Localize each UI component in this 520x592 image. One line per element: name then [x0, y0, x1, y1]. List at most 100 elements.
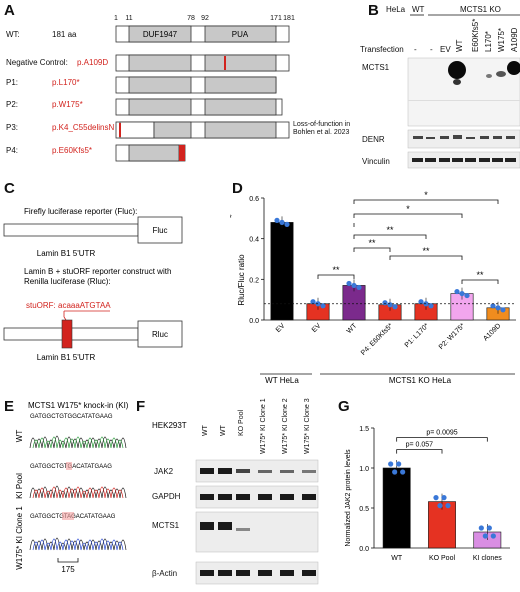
- g-point: [445, 503, 451, 509]
- g-ytick-label: 1.5: [359, 426, 369, 433]
- d-ytick-label: 0.4: [249, 237, 259, 244]
- lane-b-5: E60Kfs5*: [471, 19, 480, 52]
- d-point: [382, 300, 388, 306]
- d-significance-label: **: [368, 238, 376, 248]
- d-point: [279, 219, 285, 225]
- duf1947-domain: [128, 25, 192, 43]
- panel-label-e: E: [4, 398, 15, 415]
- g-point: [396, 461, 402, 467]
- panel-label-a: A: [4, 2, 15, 19]
- actin-blot: [195, 561, 319, 585]
- d-point: [310, 299, 316, 305]
- d-point: [500, 307, 506, 313]
- rluc-title-2: Renilla luciferase (Rluc):: [24, 277, 111, 286]
- g-bar: [382, 467, 411, 549]
- g-pvalue-label: p= 0.057: [406, 442, 434, 449]
- g-point: [400, 469, 406, 475]
- d-category-label: P4: E60Kfs5*: [360, 322, 395, 357]
- panel-label-b: B: [368, 2, 379, 19]
- stuorf-label: stuORF: acaaaATGTAA: [26, 301, 111, 310]
- g-category-label: KI clones: [473, 555, 502, 562]
- rluc-label: Rluc: [152, 330, 168, 339]
- g-category-label: WT: [391, 555, 403, 562]
- g-point: [486, 525, 492, 531]
- d-point: [459, 290, 465, 297]
- d-group-ko: MCTS1 KO HeLa: [389, 376, 452, 385]
- lane-b-1: -: [414, 45, 417, 54]
- lane-f-2: WT: [220, 424, 227, 436]
- p3-deletion-marker: [119, 123, 121, 137]
- lane-f-3: KO Pool: [238, 409, 245, 436]
- d-group-wt: WT HeLa: [265, 376, 299, 385]
- panel-label-c: C: [4, 180, 15, 197]
- p3-note: Loss-of-function in Bohlen et al. 2023: [293, 121, 373, 137]
- row-label-p4: P4:: [6, 146, 18, 155]
- row-value-nc: p.A109D: [77, 58, 108, 67]
- d-category-label: P2: W175*: [438, 322, 467, 351]
- p3-note-line1: Loss-of-function in: [293, 121, 351, 128]
- p4-frameshift-marker: [179, 145, 185, 161]
- g-point: [388, 461, 394, 467]
- e-row-label-wt: WT: [15, 430, 24, 443]
- hela-label: HeLa: [386, 5, 406, 14]
- d-bar: [270, 222, 294, 321]
- fluc-label: Fluc: [152, 226, 167, 235]
- g-ytick-label: 0.5: [359, 506, 369, 513]
- d-ytick-label: 0.0: [249, 318, 259, 325]
- d-significance-label: *: [406, 204, 410, 214]
- d-point: [346, 280, 352, 287]
- tick-1: 1: [114, 15, 118, 22]
- jak2-blot: [195, 459, 319, 483]
- d-point: [490, 303, 496, 309]
- blot-label-jak2: JAK2: [154, 467, 174, 476]
- e-title: MCTS1 W175* knock-in (KI): [28, 401, 129, 410]
- g-point: [392, 469, 398, 475]
- mcts1-blot-f: [195, 511, 319, 553]
- d-significance-bracket: [389, 255, 463, 260]
- d-significance-label: **: [332, 265, 340, 275]
- d-point: [274, 217, 280, 223]
- d-point: [351, 282, 357, 289]
- d-point: [454, 288, 460, 295]
- pua-domain: [204, 25, 277, 43]
- lane-b-8: A109D: [510, 27, 519, 52]
- reporter-schematic: Firefly luciferase reporter (Fluc): Fluc…: [3, 207, 183, 362]
- jak2-chart: Normalized JAK2 protein levels 0.0 0.5 1.0…: [345, 426, 510, 562]
- g-point: [433, 495, 439, 501]
- g-point: [478, 525, 484, 531]
- g-pvalue-label: p= 0.0095: [426, 430, 457, 437]
- d-point: [387, 302, 393, 308]
- e-seq-wt: GATGGCTGTGGCATATGAAG: [30, 414, 113, 420]
- rluc-title-1: Lamin B + stuORF reporter construct with: [24, 267, 171, 276]
- d-significance-label: **: [476, 270, 484, 280]
- row-value-p1: p.L170*: [52, 78, 80, 87]
- g-ytick-label: 1.0: [359, 466, 369, 473]
- blot-label-actin: β-Actin: [152, 569, 177, 578]
- lane-b-3: EV: [440, 45, 451, 54]
- tick-181: 181: [283, 15, 295, 22]
- panel-label-d: D: [232, 180, 243, 197]
- tick-171: 171: [270, 15, 282, 22]
- d-ylabel: Rluc/Fluc ratio: [237, 254, 246, 306]
- row-value-p4: p.E60Kfs5*: [52, 146, 92, 155]
- d-significance-bracket: [461, 279, 499, 284]
- d-significance-label: *: [424, 190, 428, 200]
- row-value-p2: p.W175*: [52, 100, 83, 109]
- luciferase-chart: Rluc/Fluc ratio 0.00.20.40.6 ***********…: [230, 190, 516, 385]
- utr-label-1: Lamin B1 5'UTR: [37, 249, 96, 258]
- d-ytick-label: 0.2: [249, 277, 259, 284]
- d-category-label: A109D: [482, 322, 502, 342]
- panel-label-f: F: [136, 398, 146, 415]
- g-ytick-label: 0.0: [359, 546, 369, 553]
- row-label-p1: P1:: [6, 78, 18, 87]
- g-point: [482, 533, 488, 539]
- western-blot-b: HeLa WT MCTS1 KO Transfection - - EV WT …: [360, 5, 520, 169]
- lane-f-6: W175* KI Clone 3: [304, 398, 311, 454]
- d-point: [392, 304, 398, 310]
- lane-b-6: L170*: [484, 31, 493, 52]
- panel-label-g: G: [338, 398, 350, 415]
- e-position: 175: [61, 565, 75, 574]
- fluc-title: Firefly luciferase reporter (Fluc):: [24, 207, 137, 216]
- d-significance-label: **: [386, 225, 394, 235]
- duf1947-label: DUF1947: [143, 30, 178, 39]
